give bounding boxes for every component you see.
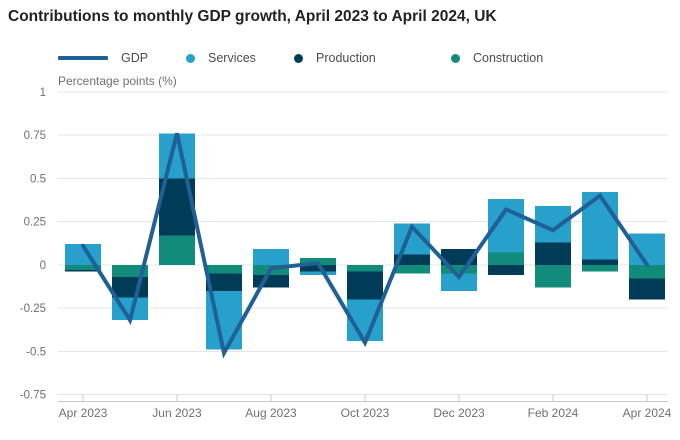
- gdp-line-marker-icon: [58, 56, 108, 60]
- gdp-line: [81, 132, 649, 359]
- y-axis-tick-label: -0.5: [26, 346, 46, 358]
- bar-segment-construction-jan-2024: [488, 252, 524, 265]
- bar-segment-production-nov-2023: [394, 254, 430, 265]
- bar-segment-production-jul-2023: [206, 273, 242, 291]
- legend-item-gdp: GDP: [58, 49, 148, 67]
- y-axis-tick-label: 0.5: [30, 173, 46, 185]
- x-axis-label: Oct 2023: [341, 406, 390, 420]
- bar-segment-production-apr-2024: [629, 278, 665, 300]
- bar-segment-production-mar-2024: [582, 259, 618, 265]
- chart-legend: GDP Services Production Construction: [0, 49, 680, 67]
- y-axis-tick-label: 0.75: [24, 130, 46, 142]
- y-axis-title: Percentage points (%): [58, 74, 177, 88]
- y-axis-tick-label: 0.25: [24, 217, 46, 229]
- x-axis-label: Aug 2023: [245, 406, 297, 420]
- bar-segment-production-sep-2023: [300, 264, 336, 272]
- bar-segment-construction-nov-2023: [394, 264, 430, 274]
- bar-segment-construction-dec-2023: [441, 264, 477, 274]
- bar-segment-construction-jul-2023: [206, 264, 242, 274]
- x-axis-label: Dec 2023: [433, 406, 485, 420]
- legend-item-services: Services: [186, 49, 256, 67]
- legend-label-construction: Construction: [473, 51, 544, 65]
- legend-item-construction: Construction: [451, 49, 543, 67]
- bar-segment-construction-apr-2023: [65, 264, 101, 270]
- y-axis-tick-label: 1: [40, 87, 46, 99]
- bar-segment-construction-oct-2023: [347, 264, 383, 272]
- bar-segment-construction-may-2023: [112, 264, 148, 277]
- bar-segment-production-aug-2023: [253, 275, 289, 288]
- y-axis-tick-label: -0.25: [20, 303, 46, 315]
- x-axis-label: Apr 2023: [59, 406, 108, 420]
- bar-segment-production-oct-2023: [347, 271, 383, 300]
- bar-segment-construction-apr-2024: [629, 264, 665, 279]
- bar-segment-production-jan-2024: [488, 264, 524, 276]
- services-dot-icon: [186, 53, 195, 63]
- y-axis-tick-label: -0.75: [20, 390, 46, 402]
- production-dot-icon: [294, 53, 303, 63]
- bar-segment-production-apr-2023: [65, 269, 101, 272]
- bar-segment-production-may-2023: [112, 276, 148, 298]
- y-axis-tick-label: 0: [40, 260, 46, 272]
- chart-title: Contributions to monthly GDP growth, Apr…: [8, 8, 497, 25]
- x-axis-label: Jun 2023: [152, 406, 202, 420]
- bar-segment-construction-feb-2024: [535, 264, 571, 288]
- legend-item-production: Production: [294, 49, 376, 67]
- legend-label-gdp: GDP: [121, 51, 149, 65]
- x-axis-label: Apr 2024: [623, 406, 672, 420]
- bar-segment-construction-jun-2023: [159, 235, 195, 265]
- bar-segment-construction-mar-2024: [582, 264, 618, 272]
- bar-segment-services-sep-2023: [300, 271, 336, 276]
- legend-label-services: Services: [208, 51, 256, 65]
- x-axis-label: Feb 2024: [528, 406, 579, 420]
- bar-segment-services-mar-2024: [582, 192, 618, 260]
- bar-segment-services-aug-2023: [253, 249, 289, 265]
- legend-label-production: Production: [316, 51, 376, 65]
- bar-segment-services-dec-2023: [441, 273, 477, 291]
- bar-segment-production-feb-2024: [535, 242, 571, 265]
- construction-dot-icon: [451, 53, 460, 63]
